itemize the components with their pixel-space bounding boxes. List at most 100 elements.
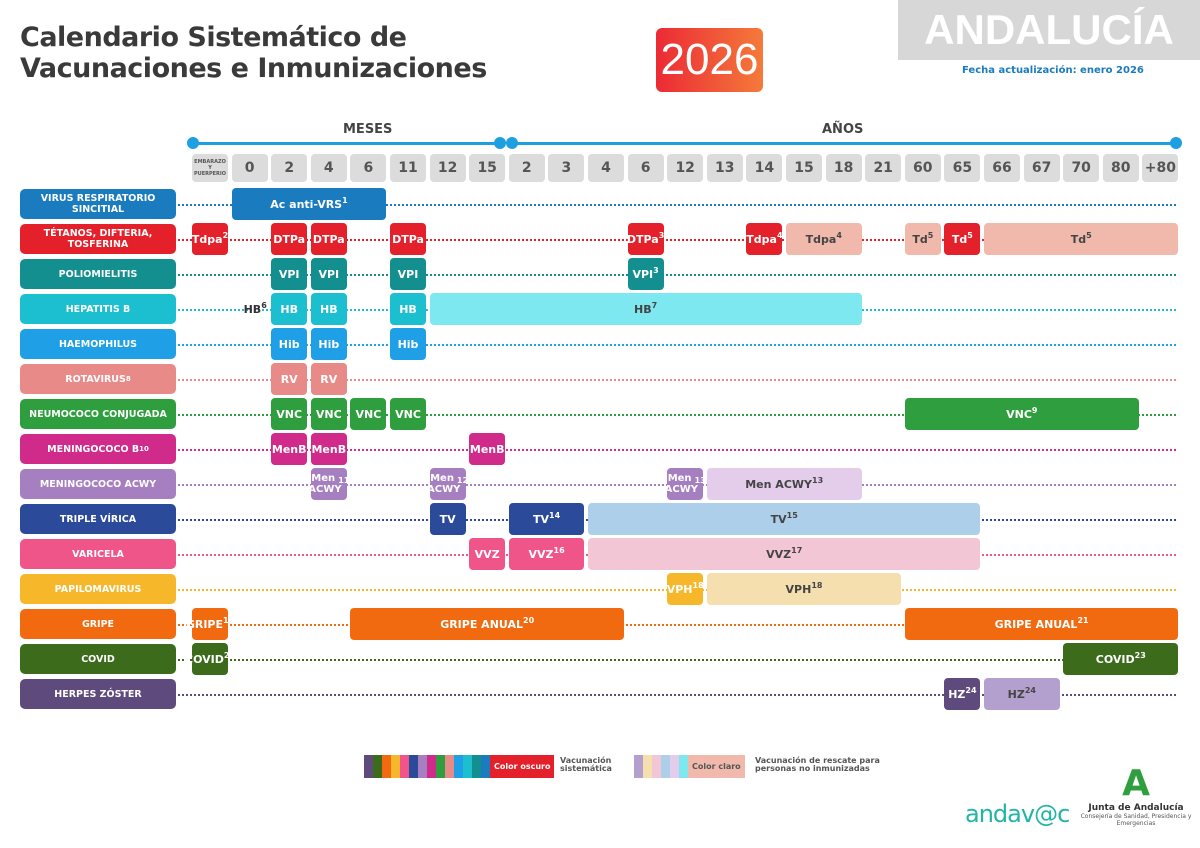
vaccine-block: HB — [310, 293, 347, 325]
vaccine-label: HB 6 — [243, 300, 267, 316]
column-header: 12 — [429, 154, 466, 182]
row-label: VIRUS RESPIRATORIO SINCITIAL — [20, 189, 176, 219]
column-header: 66 — [984, 154, 1020, 182]
vaccine-block: HB — [390, 293, 426, 325]
legend-swatch — [418, 755, 427, 778]
vaccine-block: COVID 22 — [185, 643, 235, 675]
vaccine-block: GRIPE ANUAL 20 — [350, 608, 624, 640]
vaccine-block: GRIPE 19 — [186, 608, 234, 640]
vaccine-block: RV — [271, 363, 308, 395]
column-header: 6 — [627, 154, 664, 182]
vaccine-block: Men ACWY 13 — [706, 468, 862, 500]
vaccine-block: VNC 9 — [904, 398, 1139, 430]
vaccine-block: VPI — [310, 258, 347, 290]
column-header: 15 — [469, 154, 506, 182]
row-label: PAPILOMAVIRUS — [20, 574, 176, 604]
legend-swatch — [436, 755, 445, 778]
region-banner: ANDALUCÍA — [898, 0, 1200, 60]
legend-swatch — [472, 755, 481, 778]
vaccine-block: MenB — [469, 433, 506, 465]
row-label: MENINGOCOCO ACWY — [20, 469, 176, 499]
row-label: HERPES ZÓSTER — [20, 679, 176, 709]
column-header: 2 — [508, 154, 545, 182]
column-header: 4 — [310, 154, 347, 182]
vaccine-block: Hib — [271, 328, 308, 360]
legend-dark-desc: Vacunación sistemática — [560, 756, 612, 773]
vaccine-block: VNC — [390, 398, 426, 430]
vaccine-block: Ac anti-VRS 1 — [231, 188, 387, 220]
vaccine-block: VPH 18 — [706, 573, 902, 605]
vaccine-block: Hib — [310, 328, 347, 360]
vaccine-block: Td 5 — [984, 223, 1179, 255]
column-header: 11 — [390, 154, 426, 182]
row-guide-line — [178, 344, 1176, 346]
vaccine-block: Td 5 — [944, 223, 981, 255]
column-header: 65 — [944, 154, 981, 182]
row-label: GRIPE — [20, 609, 176, 639]
legend-swatch — [454, 755, 463, 778]
column-header: 14 — [746, 154, 783, 182]
vaccine-block: MenB — [271, 433, 308, 465]
legend-swatch — [652, 755, 661, 778]
column-header: 15 — [786, 154, 822, 182]
vaccine-block: TV 15 — [588, 503, 981, 535]
column-header: 6 — [350, 154, 387, 182]
vaccine-block: Men ACWY 11 — [308, 468, 349, 500]
title-line-2: Vacunaciones e Inmunizaciones — [20, 53, 487, 84]
legend-light-desc: Vacunación de rescate para personas no in… — [755, 756, 880, 773]
andavac-logo: andav@c — [965, 800, 1070, 828]
vaccine-block: VNC — [271, 398, 308, 430]
vaccine-block: VPH 18 — [667, 573, 704, 605]
year-badge: 2026 — [656, 28, 763, 92]
vaccine-block: Tdpa 4 — [786, 223, 862, 255]
legend-swatch — [634, 755, 643, 778]
vaccine-block: MenB — [310, 433, 347, 465]
column-header: 60 — [904, 154, 941, 182]
junta-logo: A Junta de Andalucía Consejería de Sanid… — [1080, 763, 1192, 828]
legend-swatch — [364, 755, 373, 778]
column-header: 18 — [825, 154, 862, 182]
column-header: 21 — [865, 154, 902, 182]
row-label: COVID — [20, 644, 176, 674]
column-header: 0 — [231, 154, 268, 182]
vaccine-block: GRIPE ANUAL 21 — [904, 608, 1179, 640]
column-header: 12 — [667, 154, 704, 182]
legend-swatch — [679, 755, 688, 778]
legend-swatch — [661, 755, 670, 778]
vaccine-block: Tdpa 4 — [746, 223, 783, 255]
vaccine-block: VNC — [310, 398, 347, 430]
legend-swatch — [400, 755, 409, 778]
column-header: 70 — [1063, 154, 1100, 182]
legend-light-label: Color claro — [688, 755, 745, 778]
vaccine-block: Td 5 — [904, 223, 941, 255]
legend-dark-label: Color oscuro — [490, 755, 555, 778]
column-header: 3 — [548, 154, 585, 182]
vaccine-block: HZ 24 — [984, 678, 1060, 710]
column-header: 2 — [271, 154, 308, 182]
legend-swatch — [670, 755, 679, 778]
row-label: HAEMOPHILUS — [20, 329, 176, 359]
axis-dot — [506, 137, 518, 149]
vaccine-block: Tdpa 2 — [192, 223, 228, 255]
vaccine-block: VVZ — [469, 538, 506, 570]
vaccine-block: HB 7 — [429, 293, 862, 325]
row-guide-line — [178, 414, 1176, 416]
row-label: HEPATITIS B — [20, 294, 176, 324]
vaccine-block: TV 14 — [508, 503, 585, 535]
legend-swatch — [409, 755, 418, 778]
years-axis-line — [512, 142, 1176, 145]
row-label: ROTAVIRUS 8 — [20, 364, 176, 394]
vaccine-block: VNC — [350, 398, 387, 430]
row-label: TÉTANOS, DIFTERIA, TOSFERINA — [20, 224, 176, 254]
vaccine-block: HB — [271, 293, 308, 325]
legend-dark: Color oscuro — [364, 755, 555, 778]
years-label: AÑOS — [822, 122, 864, 137]
column-header: +80 — [1142, 154, 1179, 182]
row-guide-line — [178, 659, 1176, 661]
vaccine-block: DTPa — [310, 223, 347, 255]
row-guide-line — [178, 694, 1176, 696]
row-label: POLIOMIELITIS — [20, 259, 176, 289]
vaccine-block: TV — [429, 503, 466, 535]
column-header: 4 — [588, 154, 624, 182]
legend-swatch — [382, 755, 391, 778]
